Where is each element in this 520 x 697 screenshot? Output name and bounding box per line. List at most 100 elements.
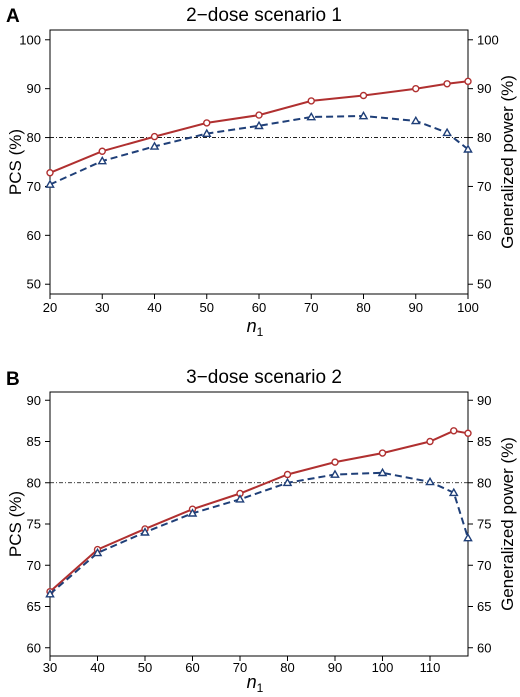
- x-axis-label: n1: [247, 316, 264, 339]
- data-point-triangle: [149, 141, 160, 150]
- y-tick-label-left: 100: [19, 32, 41, 47]
- data-point-triangle: [410, 115, 421, 125]
- x-tick-label: 40: [147, 300, 161, 315]
- data-point-triangle: [448, 487, 459, 497]
- x-tick-label: 90: [409, 300, 423, 315]
- x-tick-label: 100: [372, 660, 394, 675]
- y-tick-label-left: 70: [27, 179, 41, 194]
- data-point-circle: [331, 458, 339, 466]
- x-tick-label: 100: [457, 300, 479, 315]
- y-tick-label-left: 75: [27, 517, 41, 532]
- data-point-triangle: [187, 508, 198, 517]
- x-tick-label: 40: [90, 660, 104, 675]
- data-point-triangle: [92, 547, 103, 557]
- x-axis-label-main: n: [247, 672, 257, 692]
- x-axis-label: n1: [247, 672, 264, 695]
- data-point-triangle: [45, 179, 55, 188]
- series-line-circle: [49, 80, 469, 174]
- x-tick-label: 30: [95, 300, 109, 315]
- x-tick-label: 70: [304, 300, 318, 315]
- y-tick-label-right: 70: [477, 179, 491, 194]
- panel-b: B 3−dose scenario 2 30 40 50 60 70 80 90 100 110…: [6, 367, 517, 695]
- data-point-circle: [359, 91, 368, 100]
- data-point-circle: [307, 97, 315, 105]
- x-tick-label: 110: [420, 660, 441, 675]
- x-tick-label: 80: [280, 660, 294, 675]
- x-axis-label-subscript: 1: [257, 325, 264, 339]
- data-point-circle: [150, 132, 159, 141]
- chart-title: 3−dose scenario 2: [186, 367, 342, 388]
- y-tick-label-right: 65: [477, 599, 491, 614]
- data-point-triangle: [235, 494, 245, 503]
- y-tick-label-right: 90: [477, 393, 491, 408]
- y-tick-label-left: 60: [27, 228, 41, 243]
- x-tick-label: 70: [233, 660, 247, 675]
- y-tick-label-right: 75: [477, 517, 491, 532]
- data-point-circle: [412, 84, 420, 93]
- data-point-circle: [464, 429, 472, 437]
- x-tick-label: 80: [356, 300, 370, 315]
- series-line-circle: [49, 429, 469, 593]
- data-point-triangle: [425, 476, 435, 486]
- y-tick-label-right: 50: [477, 277, 491, 292]
- y-tick-label-left: 85: [27, 434, 41, 449]
- data-point-triangle: [97, 155, 107, 165]
- data-point-circle: [464, 77, 472, 86]
- data-point-circle: [283, 470, 292, 479]
- y-tick-label-right: 100: [477, 32, 499, 47]
- plot-marks: [45, 77, 473, 188]
- y-tick-label-right: 90: [477, 81, 491, 96]
- panel-letter: A: [6, 6, 20, 27]
- y-tick-label-left: 90: [27, 81, 41, 96]
- data-point-triangle: [201, 128, 212, 138]
- x-tick-label: 60: [252, 300, 266, 315]
- x-tick-label: 20: [43, 300, 57, 315]
- plot-frame: [49, 29, 469, 295]
- data-point-circle: [378, 449, 387, 457]
- panel-letter: B: [6, 369, 20, 390]
- series-line-triangle: [49, 114, 469, 186]
- chart-title: 2−dose scenario 1: [186, 5, 342, 26]
- data-point-triangle: [442, 127, 452, 137]
- data-point-triangle: [358, 110, 369, 120]
- data-point-circle: [98, 147, 106, 155]
- data-point-triangle: [282, 477, 293, 487]
- y-tick-label-right: 60: [477, 640, 491, 655]
- y-tick-label-left: 80: [27, 475, 41, 490]
- y-axis-label-right: Generalized power (%): [498, 75, 517, 249]
- x-tick-label: 30: [43, 660, 57, 675]
- y-tick-label-left: 50: [27, 277, 41, 292]
- y-tick-label-left: 65: [27, 599, 41, 614]
- y-axis-label-right: Generalized power (%): [498, 437, 517, 611]
- data-point-circle: [450, 427, 458, 435]
- series-line-triangle: [49, 471, 469, 595]
- data-point-triangle: [140, 527, 150, 536]
- x-tick-label: 90: [328, 660, 342, 675]
- x-tick-label: 50: [138, 660, 152, 675]
- x-axis-label-subscript: 1: [257, 681, 264, 695]
- data-point-circle: [426, 437, 434, 446]
- y-tick-label-right: 70: [477, 558, 491, 573]
- plot-marks: [45, 427, 473, 598]
- data-point-triangle: [463, 532, 473, 542]
- data-point-triangle: [45, 589, 55, 598]
- x-axis-label-main: n: [247, 316, 257, 336]
- y-tick-label-left: 80: [27, 130, 41, 145]
- data-point-circle: [46, 169, 54, 177]
- y-axis-label-left: PCS (%): [6, 129, 25, 195]
- data-point-circle: [443, 80, 451, 88]
- data-point-circle: [203, 119, 211, 127]
- y-tick-label-right: 60: [477, 228, 491, 243]
- data-point-triangle: [306, 112, 317, 121]
- y-axis-label-left: PCS (%): [6, 491, 25, 557]
- data-point-triangle: [330, 469, 340, 478]
- y-tick-label-left: 60: [27, 640, 41, 655]
- data-point-triangle: [463, 144, 473, 153]
- panel-a: A 2−dose scenario 1 20 30 40 50 60 70 80 90 100 5…: [6, 5, 517, 339]
- x-tick-label: 60: [185, 660, 199, 675]
- y-tick-label-right: 80: [477, 130, 491, 145]
- y-tick-label-right: 80: [477, 475, 491, 490]
- y-tick-label-left: 90: [27, 393, 41, 408]
- data-point-circle: [255, 111, 263, 119]
